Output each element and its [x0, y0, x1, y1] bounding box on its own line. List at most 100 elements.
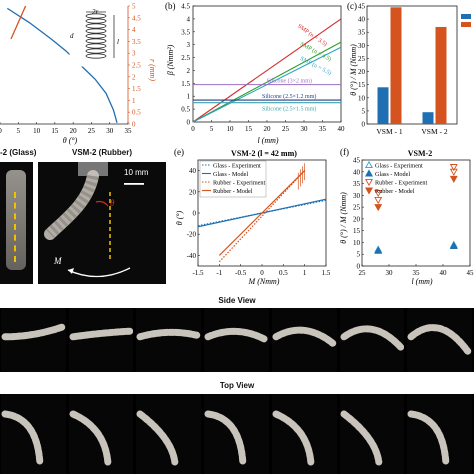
f-point	[449, 175, 458, 183]
e-x-tick-label: -1.5	[192, 269, 204, 277]
e-x-tick-label: 0.5	[279, 269, 288, 277]
f-x-tick-label: 30	[386, 269, 394, 277]
side-view-strip	[0, 308, 474, 372]
a-series-line-1	[10, 5, 27, 40]
photo-glass	[0, 162, 33, 284]
b-series-label-3: Silicone (3×2 mm)	[267, 78, 312, 85]
photo-frame	[271, 308, 337, 372]
f-y-tick-label: 40	[353, 168, 361, 176]
specimen-image	[204, 410, 247, 466]
a-x-tick-label: 20	[70, 127, 78, 135]
a-y-tick-label: 5	[132, 3, 136, 11]
a-y-tick-label: 4.5	[132, 14, 141, 22]
top-view-title: Top View	[219, 381, 255, 390]
b-x-tick-label: 0	[191, 125, 195, 133]
b-ylabel: β (Nmm²)	[166, 44, 175, 76]
e-legend-label: Rubber - Model	[213, 188, 253, 195]
photo-glass-label: -2 (Glass)	[0, 148, 37, 157]
coil-turn	[85, 28, 107, 34]
scale-bar-label: 10 mm	[124, 168, 149, 177]
b-y-tick-label: 2.5	[181, 54, 190, 62]
f-y-tick-label: 30	[353, 192, 361, 200]
photo-frame	[407, 308, 472, 372]
c-y-tick-label: 30	[358, 42, 366, 50]
e-y-tick-label: 20	[189, 188, 197, 196]
c-y-tick-label: 45	[358, 3, 366, 11]
photo-rubber-label: VSM-2 (Rubber)	[72, 148, 132, 157]
b-y-tick-label: 4.5	[181, 3, 190, 11]
photo-frame	[1, 394, 66, 474]
e-y-tick-label: 40	[189, 167, 197, 175]
photo-frame	[204, 394, 269, 474]
c-bar	[435, 26, 447, 125]
f-y-tick-label: 25	[353, 204, 361, 212]
specimen-image	[136, 410, 179, 466]
b-y-tick-label: 0.5	[181, 106, 190, 114]
a-y-tick-label: 1	[132, 97, 136, 105]
f-point	[374, 189, 383, 198]
a-x-tick-label: 25	[88, 127, 96, 135]
f-x-tick-label: 25	[359, 269, 367, 277]
e-x-tick-label: -1	[216, 269, 222, 277]
a-y-tick-label: 0.5	[132, 109, 141, 117]
photo-frame	[339, 394, 405, 474]
coil-turn	[85, 13, 107, 19]
c-bar	[422, 112, 434, 124]
c-legend-orange	[461, 22, 471, 27]
coil-turn	[85, 23, 107, 29]
e-y-tick-label: -20	[187, 231, 197, 239]
f-xlabel: l (mm)	[411, 277, 432, 286]
a-y-tick-label: 1.5	[132, 85, 141, 93]
panel-c: (c) θ (°) / M (Nmm) 0 5 10 15 20 25 30 35 40 45 VS…	[347, 1, 471, 136]
coil-turn	[85, 43, 107, 49]
specimen-image	[272, 410, 315, 466]
f-letter: (f)	[340, 147, 349, 157]
c-legend-blue	[461, 14, 471, 19]
inset-label-2r: 2r	[92, 8, 99, 16]
e-legend-label: Rubber - Experiment	[213, 180, 266, 187]
b-x-tick-label: 5	[210, 125, 214, 133]
f-y-tick-label: 5	[357, 251, 361, 259]
b-y-tick-label: 1	[187, 93, 191, 101]
moment-label: M	[54, 256, 62, 266]
e-series-line-3	[218, 170, 306, 256]
e-y-tick-label: 0	[193, 210, 197, 218]
b-y-tick-label: 4	[187, 15, 191, 23]
f-y-tick-label: 15	[353, 227, 361, 235]
b-series-line-0	[192, 18, 342, 123]
f-legend-marker	[365, 160, 373, 169]
a-y-tick-label: 3.5	[132, 38, 141, 46]
coil-turn	[85, 53, 107, 59]
b-x-tick-label: 30	[301, 125, 309, 133]
inset-label-l: l	[117, 38, 119, 46]
f-x-tick-label: 45	[467, 269, 474, 277]
specimen-image	[204, 327, 269, 343]
a-x-tick-label: 15	[51, 127, 59, 135]
c-bar	[377, 87, 389, 124]
c-frame	[366, 5, 458, 125]
e-y-tick-label: -40	[187, 252, 197, 260]
photo-frame	[407, 394, 472, 474]
e-x-tick-label: 1	[303, 269, 307, 277]
c-category-label: VSM - 2	[421, 127, 448, 136]
coil-turn	[85, 18, 107, 24]
a-y-tick-label: 0	[132, 121, 136, 129]
coil-turn	[85, 38, 107, 44]
f-x-tick-label: 40	[440, 269, 448, 277]
f-x-tick-label: 35	[413, 269, 421, 277]
photo-frame	[1, 308, 66, 372]
b-y-tick-label: 3.5	[181, 28, 190, 36]
f-legend-marker	[365, 169, 373, 177]
photo-frame	[136, 394, 202, 474]
specimen-image	[1, 323, 66, 341]
a-x-tick-label: 30	[106, 127, 114, 135]
side-view-title: Side View	[218, 296, 256, 305]
f-point	[449, 168, 458, 176]
e-x-tick-label: -0.5	[235, 269, 247, 277]
e-legend-label: Glass - Model	[213, 171, 248, 178]
photo-frame	[339, 308, 405, 372]
f-point	[374, 204, 383, 212]
coil-turn	[85, 33, 107, 39]
c-y-tick-label: 10	[358, 94, 366, 102]
specimen-image	[136, 328, 201, 341]
